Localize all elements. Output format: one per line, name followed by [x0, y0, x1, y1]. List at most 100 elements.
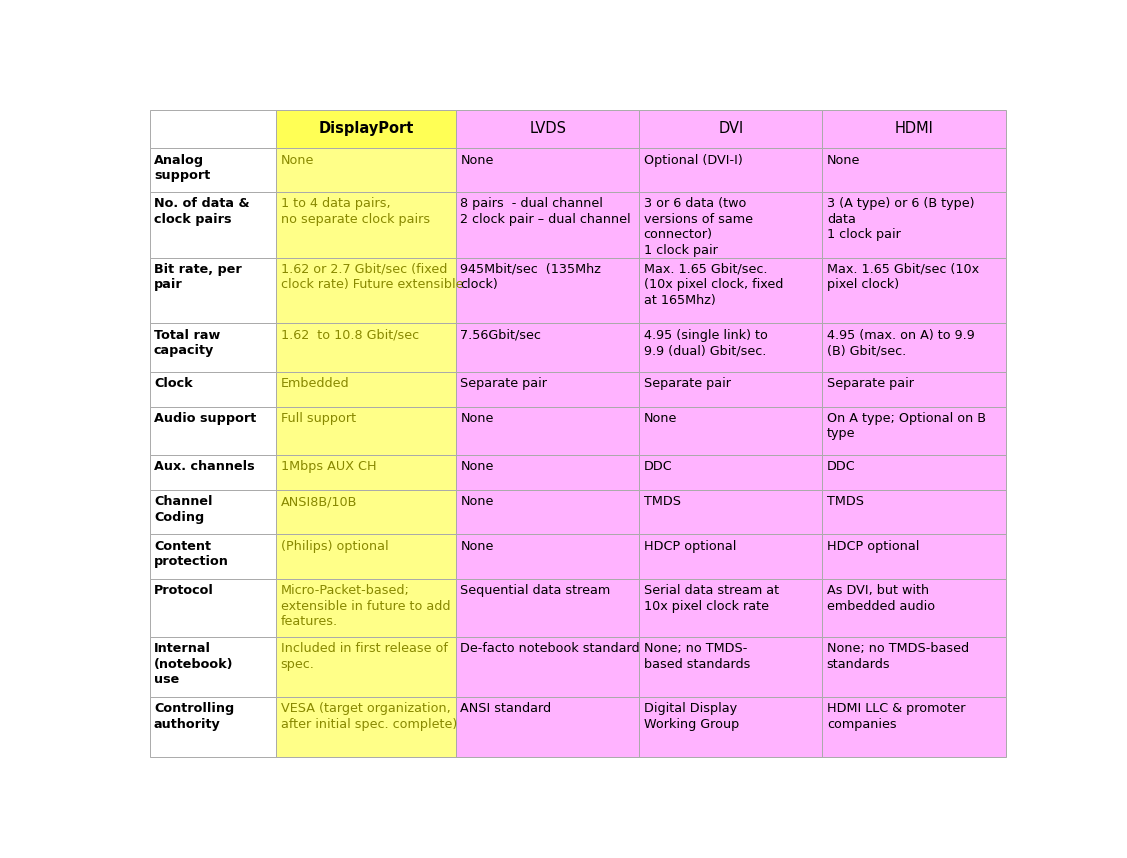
- Text: None: None: [461, 540, 494, 553]
- Text: Analog
support: Analog support: [154, 154, 211, 182]
- Bar: [456, 323, 639, 372]
- Bar: [276, 455, 456, 490]
- Bar: [456, 407, 639, 455]
- Text: ANSI8B/10B: ANSI8B/10B: [281, 495, 357, 508]
- Bar: [823, 372, 1005, 407]
- Bar: [150, 407, 276, 455]
- Text: HDMI: HDMI: [895, 122, 933, 136]
- Bar: [150, 637, 276, 697]
- Text: None: None: [644, 412, 677, 425]
- Text: Aux. channels: Aux. channels: [154, 461, 255, 474]
- Text: None: None: [281, 154, 314, 166]
- Text: HDMI LLC & promoter
companies: HDMI LLC & promoter companies: [827, 703, 965, 731]
- Text: Channel
Coding: Channel Coding: [154, 495, 213, 523]
- Text: TMDS: TMDS: [644, 495, 681, 508]
- Text: VESA (target organization,
after initial spec. complete): VESA (target organization, after initial…: [281, 703, 456, 731]
- Text: Sequential data stream: Sequential data stream: [461, 584, 611, 597]
- Text: Included in first release of
spec.: Included in first release of spec.: [281, 643, 447, 671]
- Text: HDCP optional: HDCP optional: [827, 540, 920, 553]
- Text: As DVI, but with
embedded audio: As DVI, but with embedded audio: [827, 584, 935, 613]
- Bar: [823, 257, 1005, 323]
- Bar: [150, 323, 276, 372]
- Bar: [276, 407, 456, 455]
- Bar: [823, 110, 1005, 148]
- Bar: [456, 637, 639, 697]
- Bar: [456, 148, 639, 192]
- Bar: [276, 323, 456, 372]
- Text: No. of data &
clock pairs: No. of data & clock pairs: [154, 197, 249, 226]
- Bar: [823, 455, 1005, 490]
- Bar: [150, 372, 276, 407]
- Text: Max. 1.65 Gbit/sec (10x
pixel clock): Max. 1.65 Gbit/sec (10x pixel clock): [827, 263, 979, 292]
- Text: Protocol: Protocol: [154, 584, 214, 597]
- Bar: [456, 372, 639, 407]
- Text: TMDS: TMDS: [827, 495, 863, 508]
- Bar: [639, 535, 823, 579]
- Text: ANSI standard: ANSI standard: [461, 703, 551, 716]
- Text: 4.95 (max. on A) to 9.9
(B) Gbit/sec.: 4.95 (max. on A) to 9.9 (B) Gbit/sec.: [827, 329, 975, 357]
- Text: 1.62 or 2.7 Gbit/sec (fixed
clock rate) Future extensible: 1.62 or 2.7 Gbit/sec (fixed clock rate) …: [281, 263, 463, 292]
- Text: Internal
(notebook)
use: Internal (notebook) use: [154, 643, 233, 686]
- Text: DDC: DDC: [827, 461, 855, 474]
- Text: Serial data stream at
10x pixel clock rate: Serial data stream at 10x pixel clock ra…: [644, 584, 779, 613]
- Bar: [150, 697, 276, 757]
- Text: Controlling
authority: Controlling authority: [154, 703, 234, 731]
- Bar: [823, 407, 1005, 455]
- Text: None; no TMDS-based
standards: None; no TMDS-based standards: [827, 643, 969, 671]
- Text: 1 to 4 data pairs,
no separate clock pairs: 1 to 4 data pairs, no separate clock pai…: [281, 197, 429, 226]
- Bar: [456, 257, 639, 323]
- Text: None: None: [827, 154, 860, 166]
- Bar: [639, 579, 823, 637]
- Bar: [456, 110, 639, 148]
- Bar: [639, 455, 823, 490]
- Text: Bit rate, per
pair: Bit rate, per pair: [154, 263, 241, 292]
- Bar: [150, 455, 276, 490]
- Text: 3 (A type) or 6 (B type)
data
1 clock pair: 3 (A type) or 6 (B type) data 1 clock pa…: [827, 197, 974, 241]
- Text: DisplayPort: DisplayPort: [319, 122, 414, 136]
- Bar: [150, 192, 276, 257]
- Bar: [276, 697, 456, 757]
- Bar: [150, 257, 276, 323]
- Text: 1.62  to 10.8 Gbit/sec: 1.62 to 10.8 Gbit/sec: [281, 329, 419, 341]
- Bar: [276, 257, 456, 323]
- Text: Micro-Packet-based;
extensible in future to add
features.: Micro-Packet-based; extensible in future…: [281, 584, 450, 628]
- Bar: [276, 637, 456, 697]
- Text: 7.56Gbit/sec: 7.56Gbit/sec: [461, 329, 541, 341]
- Text: Total raw
capacity: Total raw capacity: [154, 329, 220, 357]
- Bar: [276, 110, 456, 148]
- Bar: [150, 579, 276, 637]
- Text: None: None: [461, 461, 494, 474]
- Text: DDC: DDC: [644, 461, 673, 474]
- Text: Separate pair: Separate pair: [644, 378, 730, 390]
- Text: None; no TMDS-
based standards: None; no TMDS- based standards: [644, 643, 749, 671]
- Bar: [639, 257, 823, 323]
- Bar: [823, 637, 1005, 697]
- Text: Audio support: Audio support: [154, 412, 256, 425]
- Text: 945Mbit/sec  (135Mhz
clock): 945Mbit/sec (135Mhz clock): [461, 263, 602, 292]
- Text: None: None: [461, 154, 494, 166]
- Bar: [276, 579, 456, 637]
- Bar: [456, 535, 639, 579]
- Bar: [150, 490, 276, 535]
- Bar: [823, 490, 1005, 535]
- Text: Separate pair: Separate pair: [461, 378, 548, 390]
- Text: Content
protection: Content protection: [154, 540, 229, 568]
- Bar: [456, 192, 639, 257]
- Text: Clock: Clock: [154, 378, 193, 390]
- Text: DVI: DVI: [718, 122, 744, 136]
- Text: 1Mbps AUX CH: 1Mbps AUX CH: [281, 461, 376, 474]
- Text: HDCP optional: HDCP optional: [644, 540, 736, 553]
- Bar: [276, 148, 456, 192]
- Bar: [639, 148, 823, 192]
- Bar: [456, 697, 639, 757]
- Text: 3 or 6 data (two
versions of same
connector)
1 clock pair: 3 or 6 data (two versions of same connec…: [644, 197, 753, 257]
- Bar: [639, 490, 823, 535]
- Text: Max. 1.65 Gbit/sec.
(10x pixel clock, fixed
at 165Mhz): Max. 1.65 Gbit/sec. (10x pixel clock, fi…: [644, 263, 783, 307]
- Bar: [639, 372, 823, 407]
- Text: 4.95 (single link) to
9.9 (dual) Gbit/sec.: 4.95 (single link) to 9.9 (dual) Gbit/se…: [644, 329, 767, 357]
- Bar: [276, 192, 456, 257]
- Bar: [150, 535, 276, 579]
- Bar: [639, 407, 823, 455]
- Text: Optional (DVI-I): Optional (DVI-I): [644, 154, 743, 166]
- Text: LVDS: LVDS: [530, 122, 566, 136]
